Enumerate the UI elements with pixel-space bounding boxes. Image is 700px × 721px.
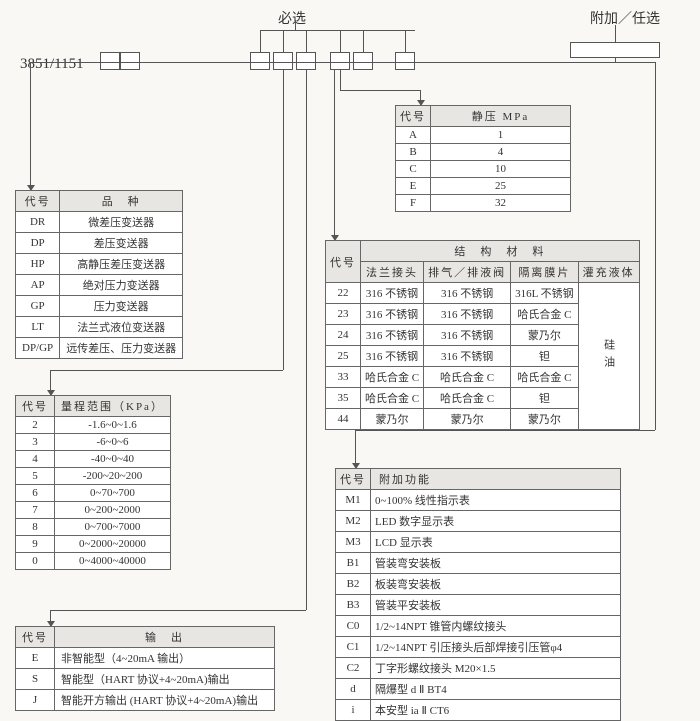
table-row: S智能型（HART 协议+4~20mA)输出 <box>16 669 275 690</box>
spine <box>140 62 570 63</box>
label-optional: 附加／任选 <box>590 8 660 28</box>
table-row: DP/GP远传差压、压力变送器 <box>16 338 183 359</box>
drop-range <box>50 370 51 395</box>
slot-range <box>273 52 293 70</box>
drop-material-v <box>334 70 335 230</box>
label-required: 必选 <box>278 8 306 28</box>
table-row: 5-200~20~200 <box>16 468 171 485</box>
table-row: 00~4000~40000 <box>16 553 171 570</box>
table-variety: 代号品 种 DR微差压变送器DP差压变送器HP高静压差压变送器AP绝对压力变送器… <box>15 190 183 359</box>
table-row: A1 <box>396 127 571 144</box>
table-row: 60~70~700 <box>16 485 171 502</box>
table-row: B1管装弯安装板 <box>336 553 621 574</box>
required-drop <box>295 20 296 30</box>
slot-variety <box>250 52 270 70</box>
table-output: 代号输 出 E非智能型（4~20mA 输出）S智能型（HART 协议+4~20m… <box>15 626 275 711</box>
table-row: C01/2~14NPT 锥管内螺纹接头 <box>336 616 621 637</box>
table-row: B3管装平安装板 <box>336 595 621 616</box>
drop-range-v <box>283 70 284 370</box>
drop-variety-h <box>30 62 140 63</box>
table-material: 代号 结 构 材 料 法兰接头 排气／排液阀 隔离膜片 灌充液体 22316 不… <box>325 240 640 430</box>
drop-output-v <box>306 70 307 610</box>
drop-range-up <box>283 30 284 52</box>
table-static: 代号静压 MPa A1B4C10E25F32 <box>395 105 571 212</box>
table-addon: 代号附加功能 M10~100% 线性指示表M2LED 数字显示表M3LCD 显示… <box>335 468 621 721</box>
drop-addon-v <box>655 62 656 430</box>
table-row: E非智能型（4~20mA 输出） <box>16 648 275 669</box>
drop-addon <box>355 430 356 468</box>
slot-output <box>296 52 316 70</box>
slot-static <box>330 52 350 70</box>
table-row: GP压力变送器 <box>16 296 183 317</box>
drop-output <box>50 610 51 626</box>
table-row: HP高静压差压变送器 <box>16 254 183 275</box>
table-row: C2丁字形螺纹接头 M20×1.5 <box>336 658 621 679</box>
drop-range-h <box>50 370 283 371</box>
table-row: 2-1.6~0~1.6 <box>16 417 171 434</box>
table-row: 70~200~2000 <box>16 502 171 519</box>
table-row: 90~2000~20000 <box>16 536 171 553</box>
table-row: i本安型 ia Ⅱ CT6 <box>336 700 621 721</box>
optional-slot <box>570 42 660 58</box>
table-range: 代号量程范围（KPa） 2-1.6~0~1.63-6~0~64-40~0~405… <box>15 395 171 570</box>
drop-addon-h <box>355 430 655 431</box>
table-row: B2板装弯安装板 <box>336 574 621 595</box>
slot-material <box>353 52 373 70</box>
table-row: B4 <box>396 144 571 161</box>
model-slot-2 <box>120 52 140 70</box>
table-row: d隔爆型 d Ⅱ BT4 <box>336 679 621 700</box>
drop-optional <box>615 25 616 42</box>
table-row: M3LCD 显示表 <box>336 532 621 553</box>
slot-addon <box>395 52 415 70</box>
drop-static-h <box>340 90 420 91</box>
table-row: DP差压变送器 <box>16 233 183 254</box>
drop-variety-up <box>260 30 261 52</box>
table-row: 22316 不锈钢316 不锈钢316L 不锈钢硅油 <box>326 283 640 304</box>
table-row: M10~100% 线性指示表 <box>336 490 621 511</box>
drop-output-up <box>306 30 307 52</box>
drop-static-v <box>340 70 341 90</box>
drop-addon-top <box>570 62 656 63</box>
table-row: 80~700~7000 <box>16 519 171 536</box>
drop-material-up <box>363 30 364 52</box>
table-row: C11/2~14NPT 引压接头后部焊接引压管φ4 <box>336 637 621 658</box>
table-row: F32 <box>396 195 571 212</box>
table-row: LT法兰式液位变送器 <box>16 317 183 338</box>
drop-addon-up <box>405 30 406 52</box>
table-row: M2LED 数字显示表 <box>336 511 621 532</box>
table-row: C10 <box>396 161 571 178</box>
table-row: J智能开方输出 (HART 协议+4~20mA)输出 <box>16 690 275 711</box>
drop-variety <box>30 62 31 190</box>
drop-output-h <box>50 610 306 611</box>
table-row: 4-40~0~40 <box>16 451 171 468</box>
table-row: E25 <box>396 178 571 195</box>
table-row: AP绝对压力变送器 <box>16 275 183 296</box>
drop-static-up <box>340 30 341 52</box>
table-row: 3-6~0~6 <box>16 434 171 451</box>
drop-static <box>420 90 421 105</box>
drop-material <box>334 230 335 240</box>
model-slot-1 <box>100 52 120 70</box>
table-row: DR微差压变送器 <box>16 212 183 233</box>
